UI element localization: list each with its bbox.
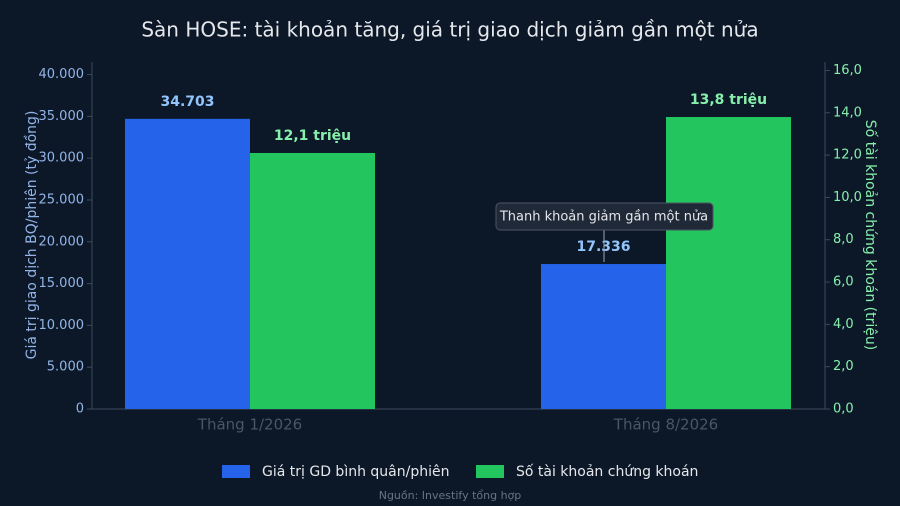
y-tick-label: 40.000 (39, 67, 85, 82)
y2-axis-label: Số tài khoản chứng khoán (triệu) (862, 120, 879, 350)
legend-swatch (222, 465, 250, 478)
annotation-box (495, 202, 714, 231)
chart-title: Sàn HOSE: tài khoản tăng, giá trị giao d… (141, 18, 758, 42)
y-tick-label: 5.000 (47, 360, 84, 375)
y-tick-label: 20.000 (39, 234, 85, 249)
legend-label: Số tài khoản chứng khoán (516, 463, 698, 480)
y-tick-label: 35.000 (39, 109, 85, 124)
y-tick-label: 10.000 (39, 318, 85, 333)
y2-tick-label: 8,0 (833, 232, 854, 247)
y2-tick-label: 12,0 (833, 148, 862, 163)
y2-tick-label: 10,0 (833, 190, 862, 205)
value-label: 12,1 triệu (274, 128, 351, 144)
y-tick-label: 0 (76, 402, 84, 417)
y-tick-label: 15.000 (39, 276, 85, 291)
y2-tick-label: 16,0 (833, 63, 862, 78)
legend-swatch (476, 465, 504, 478)
bar (666, 117, 791, 409)
y-axis-label: Giá trị giao dịch BQ/phiên (tỷ đồng) (23, 111, 40, 360)
y-tick-label: 25.000 (39, 192, 85, 207)
y-tick-label: 30.000 (39, 151, 85, 166)
y2-tick-label: 14,0 (833, 105, 862, 120)
bar (541, 264, 666, 409)
value-label: 13,8 triệu (690, 92, 767, 108)
value-label: 34.703 (160, 94, 214, 110)
bar (250, 152, 375, 410)
x-tick-label: Tháng 8/2026 (613, 416, 718, 434)
y2-tick-label: 4,0 (833, 317, 854, 332)
bar (125, 118, 250, 409)
legend-label: Giá trị GD bình quân/phiên (262, 464, 449, 480)
y2-tick-label: 2,0 (833, 359, 854, 374)
y2-tick-label: 6,0 (833, 275, 854, 290)
x-tick-label: Tháng 1/2026 (197, 416, 302, 434)
source-note: Nguồn: Investify tổng hợp (379, 489, 522, 502)
y2-tick-label: 0,0 (833, 402, 854, 417)
annotation: Thanh khoản giảm gần một nửa (499, 210, 708, 225)
